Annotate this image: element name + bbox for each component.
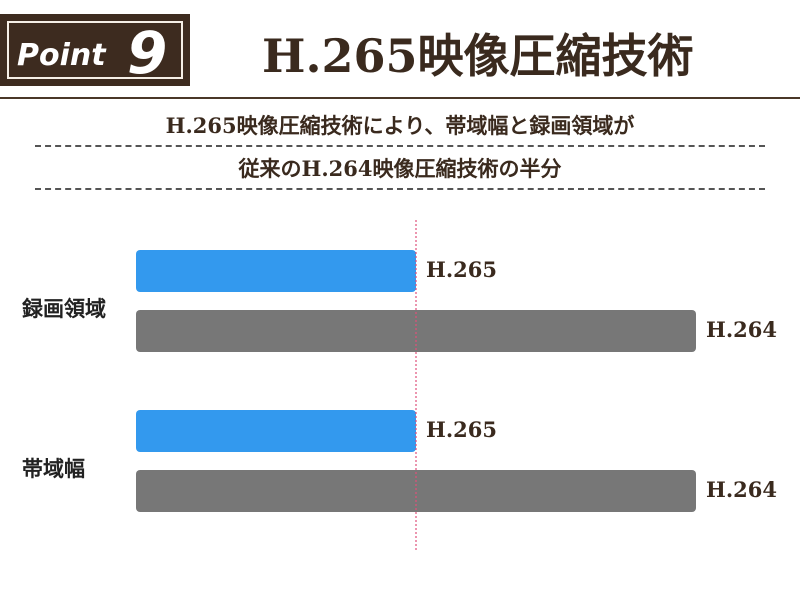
point-badge: Point 9 [0,14,190,86]
bar-h265 [136,410,416,452]
chart-canvas [136,220,696,550]
bar-label: H.264 [706,317,777,342]
header: Point 9 H.265映像圧縮技術 [0,0,800,100]
category-label: 帯域幅 [22,457,85,481]
comparison-bar-chart: 録画領域 H.265 H.264 帯域幅 H.265 H.264 [0,200,800,560]
bar-h264 [136,310,696,352]
category-label: 録画領域 [22,297,106,321]
dashed-divider-2 [35,188,765,190]
dashed-divider-1 [35,145,765,147]
point-badge-number: 9 [127,19,168,86]
subtitle-line-1: H.265映像圧縮技術により、帯域幅と録画領域が [165,113,635,138]
bar-label: H.264 [706,477,777,502]
subtitle-line-2: 従来のH.264映像圧縮技術の半分 [238,156,562,181]
page-title: H.265映像圧縮技術 [262,29,694,83]
bar-label: H.265 [426,257,497,282]
bar-label: H.265 [426,417,497,442]
bar-h264 [136,470,696,512]
bar-h265 [136,250,416,292]
point-badge-word: Point [17,38,106,73]
header-divider [0,97,800,99]
